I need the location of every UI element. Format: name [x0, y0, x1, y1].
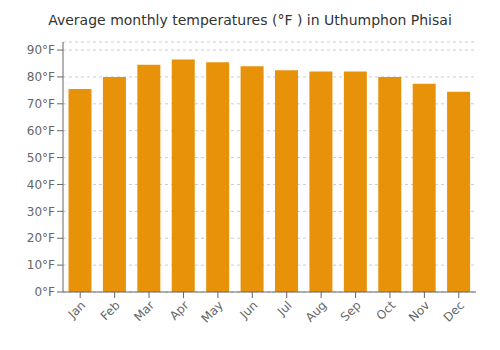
- svg-text:Mar: Mar: [131, 298, 157, 324]
- svg-text:20°F: 20°F: [27, 231, 55, 245]
- svg-text:Oct: Oct: [374, 298, 399, 323]
- svg-text:90°F: 90°F: [27, 43, 55, 57]
- svg-text:Jul: Jul: [274, 298, 295, 319]
- svg-text:Nov: Nov: [406, 298, 432, 324]
- svg-text:60°F: 60°F: [27, 124, 55, 138]
- svg-text:May: May: [199, 298, 226, 325]
- svg-text:50°F: 50°F: [27, 151, 55, 165]
- svg-text:Jun: Jun: [237, 298, 261, 322]
- svg-text:Sep: Sep: [338, 298, 364, 324]
- svg-text:Aug: Aug: [303, 298, 329, 324]
- svg-text:30°F: 30°F: [27, 205, 55, 219]
- svg-text:40°F: 40°F: [27, 178, 55, 192]
- html-text:Average monthly temperatures (: Average monthly temperatures (°F ) in Ut…: [48, 12, 452, 28]
- svg-text:Dec: Dec: [441, 298, 467, 324]
- svg-text:Jan: Jan: [65, 298, 89, 322]
- svg-text:10°F: 10°F: [27, 258, 55, 272]
- svg-text:Feb: Feb: [98, 298, 123, 323]
- svg-text:80°F: 80°F: [27, 70, 55, 84]
- svg-text:0°F: 0°F: [34, 285, 55, 299]
- svg-text:70°F: 70°F: [27, 97, 55, 111]
- svg-text:Apr: Apr: [167, 298, 192, 323]
